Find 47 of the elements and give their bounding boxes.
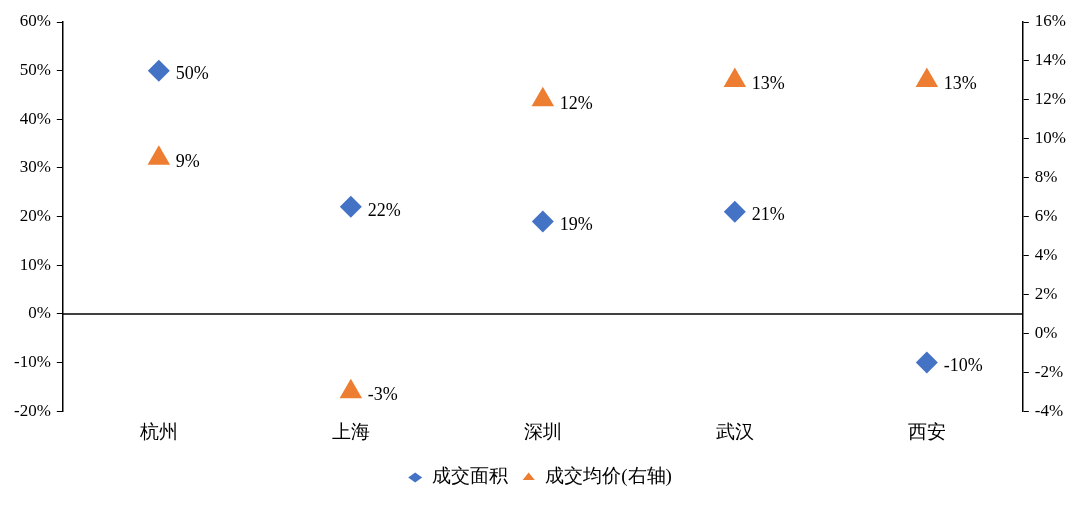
y2-tick-label: 4%	[1034, 244, 1058, 264]
x-tick-label: 上海	[331, 420, 370, 442]
data-label: 50%	[175, 63, 209, 84]
legend-label: 成交面积	[431, 465, 508, 487]
y2-tick-label: 2%	[1034, 283, 1058, 303]
y2-tick-label: 10%	[1034, 128, 1067, 148]
legend-label: 成交均价(右轴)	[545, 465, 672, 488]
y-tick-label: 20%	[19, 206, 51, 226]
data-label: 9%	[175, 150, 200, 171]
data-label: 13%	[943, 73, 977, 94]
point	[147, 145, 171, 165]
data-label: 21%	[751, 204, 785, 225]
y2-tick-label: 6%	[1034, 206, 1058, 226]
data-label: -3%	[367, 384, 398, 405]
y-tick-label: 50%	[19, 60, 51, 80]
point	[531, 210, 554, 233]
y2-tick-label: 0%	[1034, 322, 1058, 342]
y-tick-label: 30%	[19, 157, 51, 177]
y2-tick-label: -4%	[1034, 400, 1064, 420]
x-tick-label: 西安	[907, 420, 946, 442]
data-label: 22%	[367, 199, 401, 220]
y-tick-label: 0%	[28, 303, 51, 323]
point	[531, 86, 555, 107]
data-label: 13%	[751, 73, 785, 94]
x-tick-label: 武汉	[715, 420, 754, 442]
data-label: -10%	[943, 355, 983, 376]
point	[339, 378, 363, 399]
y-tick-label: 10%	[19, 254, 51, 274]
y2-tick-label: 14%	[1034, 50, 1067, 70]
x-tick-label: 杭州	[138, 420, 178, 442]
data-label: 12%	[559, 92, 593, 113]
point	[915, 67, 939, 87]
x-tick-label: 深圳	[523, 420, 562, 442]
y-tick-label: 60%	[19, 11, 51, 31]
point	[339, 195, 362, 218]
point	[915, 351, 938, 374]
point	[147, 59, 170, 82]
point	[723, 67, 747, 87]
data-label: 19%	[559, 214, 593, 235]
y-tick-label: -20%	[13, 400, 51, 420]
y2-tick-label: 16%	[1034, 11, 1067, 31]
y2-tick-label: 12%	[1034, 89, 1067, 109]
y2-tick-label: 8%	[1034, 167, 1058, 187]
point	[723, 200, 746, 223]
y-tick-label: 40%	[19, 108, 51, 128]
y2-tick-label: -2%	[1034, 361, 1064, 381]
y-tick-label: -10%	[13, 352, 51, 372]
